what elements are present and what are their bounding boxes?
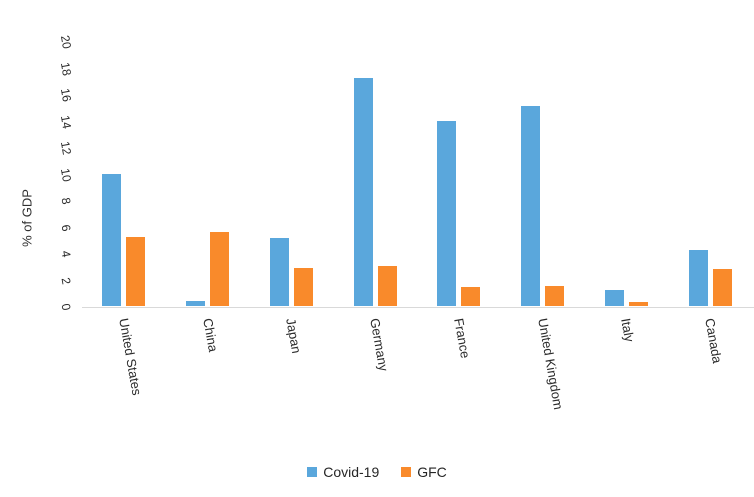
bar-gfc-united-states [126, 237, 146, 306]
y-tick-label-4: 4 [58, 249, 74, 259]
bar-gfc-france [461, 287, 481, 306]
bar-group-germany [333, 41, 417, 306]
y-tick-label-8: 8 [58, 196, 74, 206]
x-cell-france: France [417, 309, 501, 459]
x-axis-line [82, 307, 754, 308]
bar-group-canada [668, 41, 752, 306]
y-tick-label-20: 20 [57, 34, 75, 50]
x-axis-category-labels: United States China Japan Germany France Unit… [82, 309, 752, 459]
bar-covid-19-united-kingdom [521, 105, 541, 306]
y-axis-title: % of GDP [19, 189, 35, 247]
legend-item-gfc: GFC [401, 464, 447, 480]
y-tick-label-14: 14 [57, 113, 75, 130]
legend: Covid-19 GFC [0, 464, 754, 480]
y-tick-label-10: 10 [57, 166, 75, 183]
x-cell-italy: Italy [585, 309, 669, 459]
x-cell-united-kingdom: United Kingdom [501, 309, 585, 459]
x-axis-label-united-states: United States [116, 317, 145, 397]
bar-group-united-states [82, 41, 166, 306]
y-tick-label-6: 6 [58, 222, 74, 233]
legend-label-gfc: GFC [417, 464, 447, 480]
bar-gfc-china [210, 231, 230, 306]
x-cell-germany: Germany [333, 309, 417, 459]
bar-group-japan [250, 41, 334, 306]
legend-swatch-gfc [401, 467, 412, 477]
bar-covid-19-france [437, 120, 457, 306]
bar-group-china [166, 41, 250, 306]
bar-covid-19-italy [604, 290, 624, 306]
bar-group-france [417, 41, 501, 306]
bar-gfc-japan [293, 267, 313, 306]
bar-gfc-united-kingdom [545, 286, 565, 306]
bar-covid-19-china [186, 300, 206, 306]
y-tick-label-2: 2 [58, 275, 74, 286]
x-cell-united-states: United States [82, 309, 166, 459]
bar-gfc-germany [377, 266, 397, 306]
x-axis-label-canada: Canada [702, 317, 726, 365]
bar-covid-19-japan [269, 238, 289, 306]
bar-gfc-canada [712, 268, 732, 306]
y-tick-label-16: 16 [57, 87, 75, 103]
x-axis-label-germany: Germany [367, 317, 392, 373]
plot-area [82, 41, 752, 306]
x-axis-label-italy: Italy [618, 317, 638, 344]
bar-covid-19-germany [353, 78, 373, 306]
bar-gfc-italy [628, 302, 648, 306]
x-axis-label-united-kingdom: United Kingdom [534, 317, 566, 411]
x-axis-label-japan: Japan [283, 317, 305, 355]
y-tick-label-12: 12 [57, 140, 75, 156]
legend-swatch-covid-19 [307, 467, 318, 477]
x-axis-label-china: China [199, 317, 221, 354]
x-cell-china: China [166, 309, 250, 459]
bar-group-united-kingdom [501, 41, 585, 306]
x-cell-canada: Canada [668, 309, 752, 459]
y-tick-label-18: 18 [57, 60, 75, 77]
x-cell-japan: Japan [250, 309, 334, 459]
y-tick-label-0: 0 [58, 302, 74, 312]
bar-covid-19-united-states [102, 173, 122, 306]
bar-covid-19-canada [688, 250, 708, 306]
bar-group-italy [585, 41, 669, 306]
legend-label-covid-19: Covid-19 [323, 464, 380, 480]
x-axis-label-france: France [451, 317, 473, 360]
legend-item-covid-19: Covid-19 [307, 464, 379, 480]
